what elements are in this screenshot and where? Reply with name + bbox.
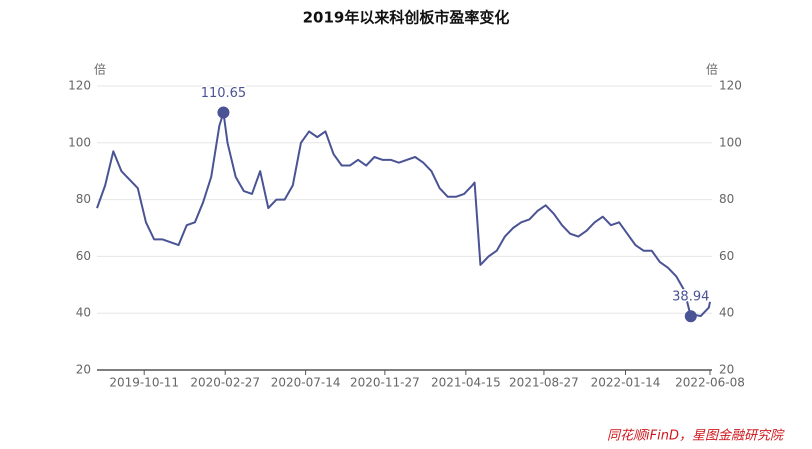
point-marker <box>217 106 230 119</box>
y-tick-label: 100 <box>68 135 91 149</box>
y-tick-label: 80 <box>76 192 91 206</box>
y-tick-label: 40 <box>76 306 91 320</box>
x-tick-label: 2019-10-11 <box>109 376 179 390</box>
y-tick-label: 20 <box>76 363 91 377</box>
x-tick-label: 2020-02-27 <box>190 376 260 390</box>
y2-axis-label: 倍 <box>706 62 718 77</box>
chart-title: 2019年以来科创板市盈率变化 <box>303 9 510 27</box>
x-tick-label: 2021-08-27 <box>509 376 579 390</box>
line-series <box>96 111 711 318</box>
y2-tick-label: 20 <box>719 363 734 377</box>
data-label: 110.65 <box>201 86 247 101</box>
point-marker <box>684 310 697 323</box>
x-tick-label: 2020-11-27 <box>350 376 420 390</box>
x-tick-label: 2020-07-14 <box>271 376 341 390</box>
y2-tick-label: 80 <box>719 192 734 206</box>
y-tick-label: 120 <box>68 79 91 93</box>
x-tick-label: 2021-04-15 <box>431 376 501 390</box>
y2-tick-label: 100 <box>719 135 742 149</box>
y2-tick-label: 120 <box>719 79 742 93</box>
y2-tick-label: 60 <box>719 249 734 263</box>
y-tick-label: 60 <box>76 249 91 263</box>
x-tick-label: 2022-01-14 <box>591 376 661 390</box>
source-note: 同花顺iFinD，星图金融研究院 <box>607 428 785 444</box>
y-axis-label: 倍 <box>94 62 106 77</box>
y2-tick-label: 40 <box>719 306 734 320</box>
data-label: 38.94 <box>672 290 709 305</box>
x-tick-label: 2022-06-08 <box>675 376 745 390</box>
